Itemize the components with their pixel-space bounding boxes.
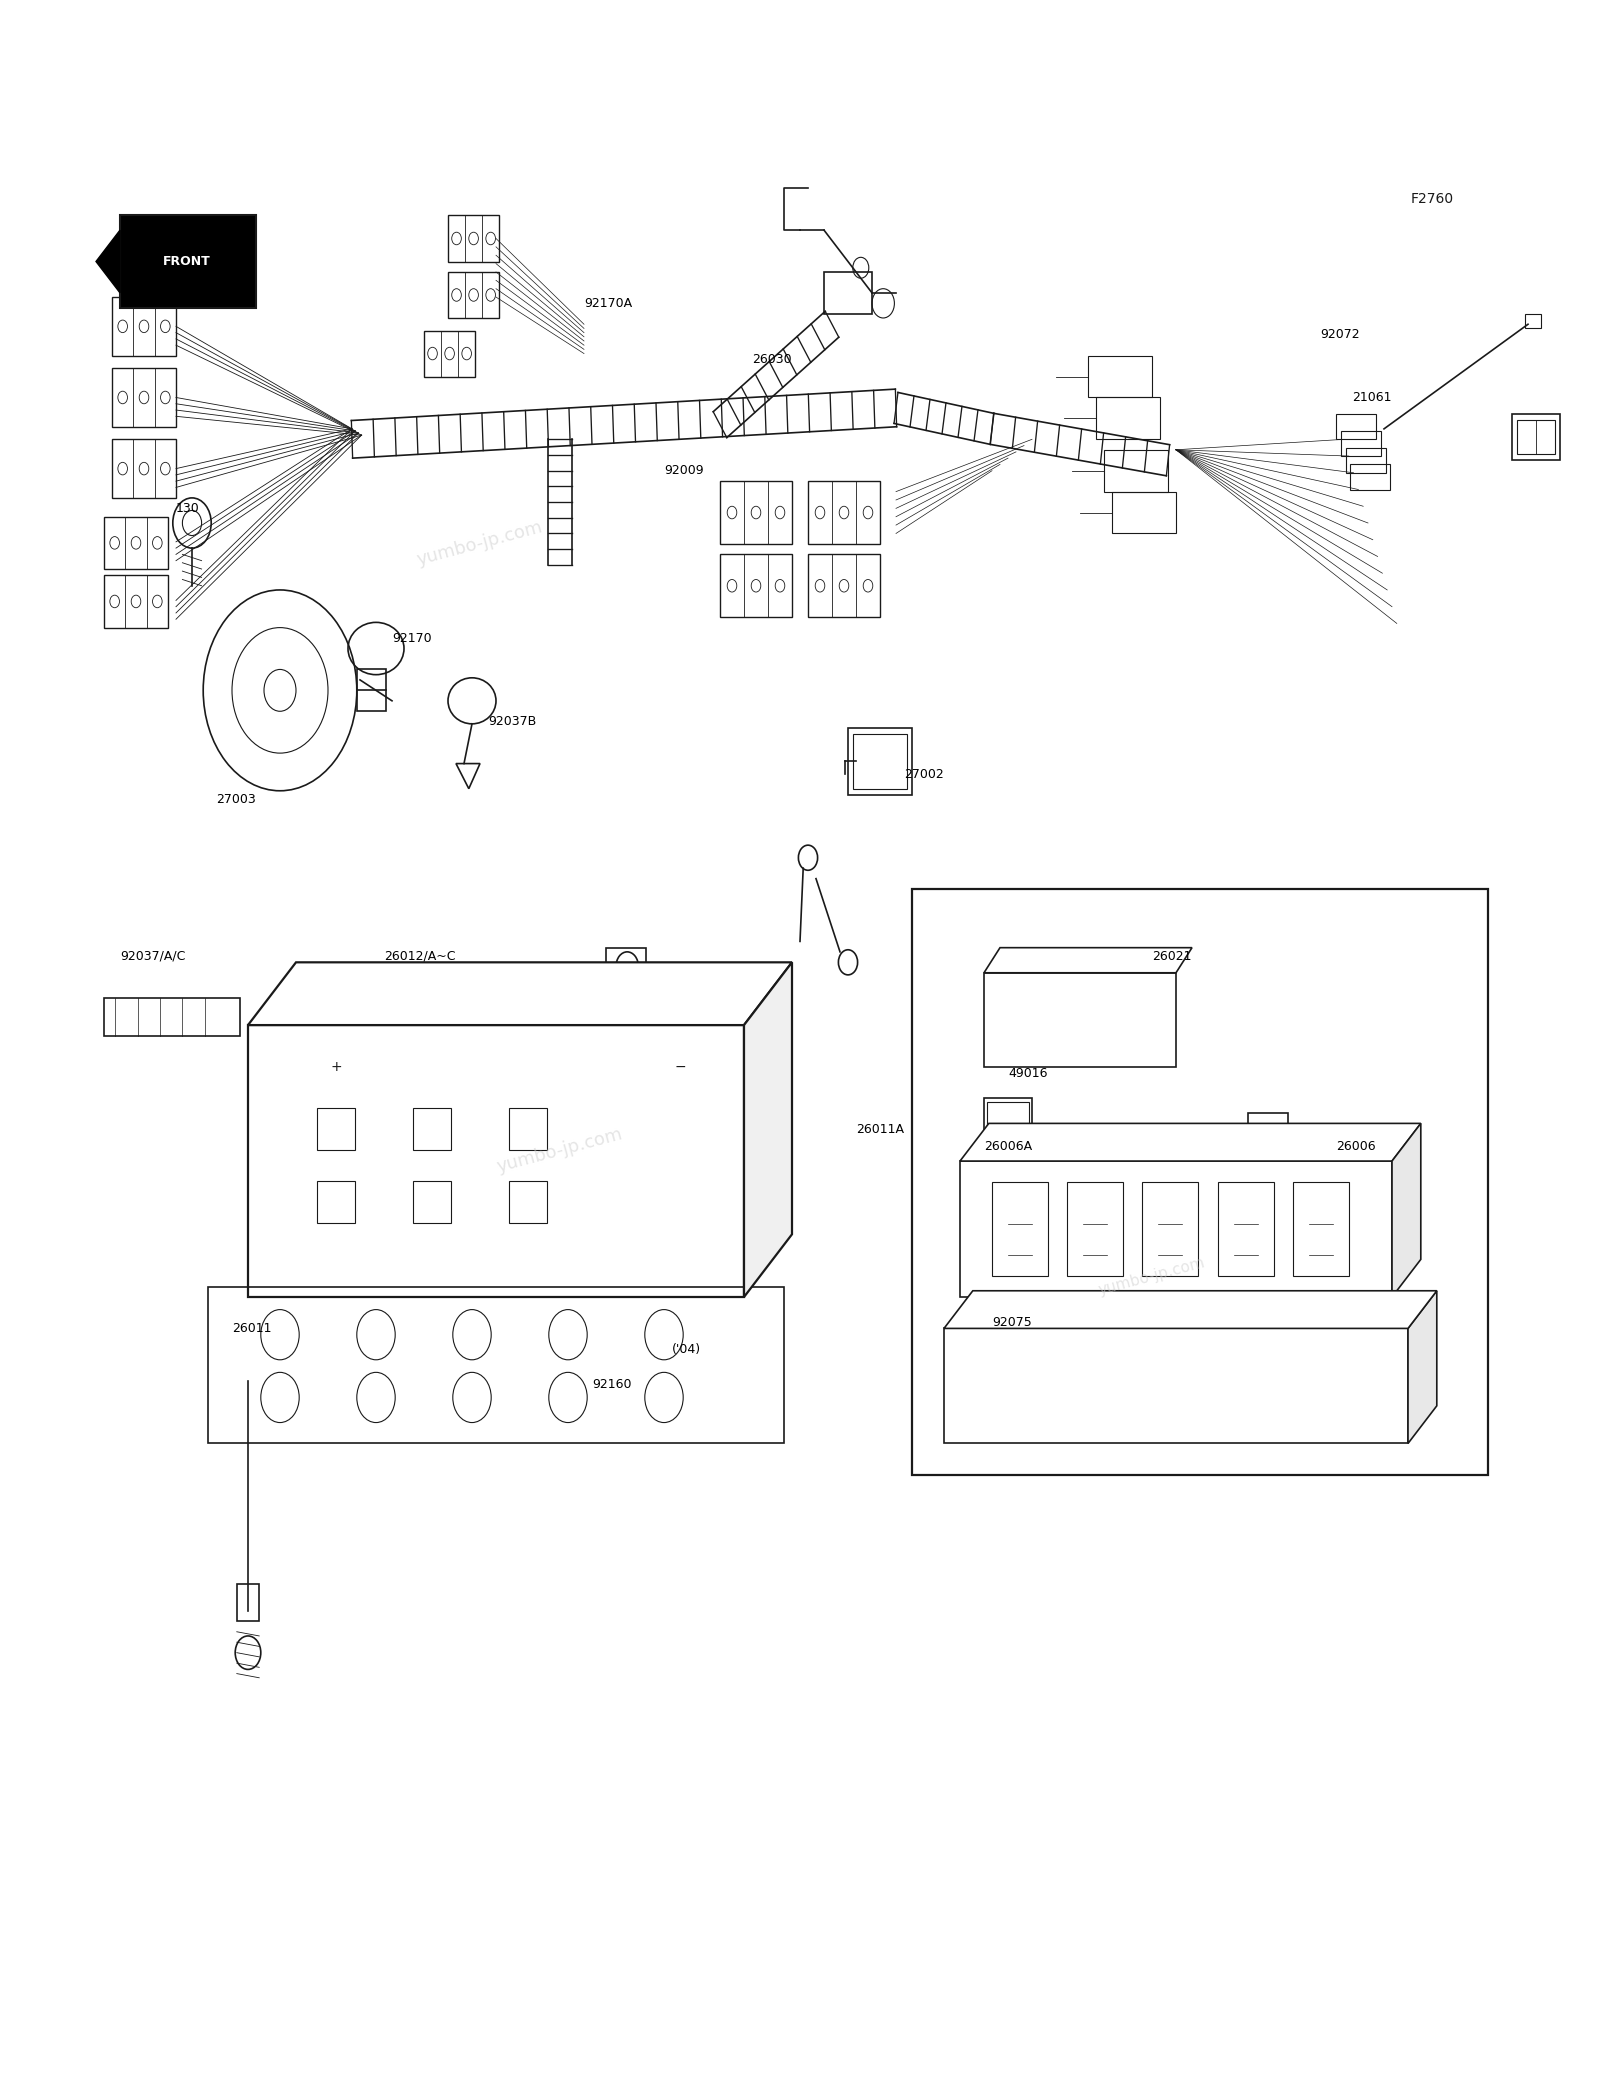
Bar xyxy=(509,1109,547,1151)
Bar xyxy=(413,1109,451,1151)
Bar xyxy=(509,1180,547,1222)
Bar xyxy=(448,215,499,262)
Text: +: + xyxy=(330,1061,342,1073)
Bar xyxy=(824,272,872,314)
FancyBboxPatch shape xyxy=(120,215,256,308)
Bar xyxy=(413,1180,451,1222)
Bar xyxy=(912,889,1488,1475)
Bar xyxy=(448,272,499,318)
Text: 92170: 92170 xyxy=(392,632,432,644)
Polygon shape xyxy=(960,1123,1421,1161)
Bar xyxy=(248,1025,744,1297)
Text: 92037B: 92037B xyxy=(488,715,536,728)
Bar xyxy=(720,554,792,617)
Polygon shape xyxy=(944,1291,1437,1328)
Text: F2760: F2760 xyxy=(1411,192,1453,205)
Bar xyxy=(237,1584,259,1621)
Text: FRONT: FRONT xyxy=(163,255,211,268)
Bar xyxy=(1346,448,1386,473)
Text: 92170A: 92170A xyxy=(584,297,632,310)
Bar xyxy=(992,1182,1048,1276)
Bar xyxy=(112,297,176,356)
Bar xyxy=(1067,1182,1123,1276)
Polygon shape xyxy=(984,948,1192,973)
Polygon shape xyxy=(744,962,792,1297)
Text: ('04): ('04) xyxy=(672,1343,701,1356)
Polygon shape xyxy=(96,230,120,293)
Bar xyxy=(1104,450,1168,492)
Bar xyxy=(357,669,386,711)
Polygon shape xyxy=(1408,1291,1437,1443)
Bar xyxy=(606,948,646,985)
Text: 92075: 92075 xyxy=(992,1316,1032,1328)
Text: 92009: 92009 xyxy=(664,464,704,477)
Bar xyxy=(808,481,880,544)
Text: yumbo-jp.com: yumbo-jp.com xyxy=(494,1125,626,1176)
Text: 49016: 49016 xyxy=(1008,1067,1048,1079)
Bar xyxy=(104,575,168,628)
Bar xyxy=(848,728,912,795)
Text: 21061: 21061 xyxy=(1352,391,1392,404)
Bar xyxy=(720,481,792,544)
Bar xyxy=(1525,314,1541,328)
Polygon shape xyxy=(1392,1123,1421,1297)
Text: 26006A: 26006A xyxy=(984,1140,1032,1153)
Bar xyxy=(424,331,475,377)
Text: 26030: 26030 xyxy=(752,354,792,366)
Bar xyxy=(1350,464,1390,490)
Text: 27002: 27002 xyxy=(904,768,944,780)
Text: yumbo-jp.com: yumbo-jp.com xyxy=(414,519,546,569)
Text: 26011A: 26011A xyxy=(856,1123,904,1136)
Bar xyxy=(960,1161,1392,1297)
Text: 26011: 26011 xyxy=(232,1322,272,1335)
Bar xyxy=(334,967,374,1004)
Text: 26021: 26021 xyxy=(1152,950,1192,962)
Bar xyxy=(112,439,176,498)
Bar xyxy=(1218,1182,1274,1276)
Bar xyxy=(1336,414,1376,439)
Bar xyxy=(1248,1113,1288,1151)
Bar xyxy=(1112,492,1176,533)
Bar xyxy=(1088,356,1152,397)
Bar xyxy=(808,554,880,617)
Text: 26012/A~C: 26012/A~C xyxy=(384,950,456,962)
Text: −: − xyxy=(674,1061,686,1073)
Text: 92072: 92072 xyxy=(1320,328,1360,341)
Bar xyxy=(1517,420,1555,454)
Bar xyxy=(987,1102,1029,1136)
Bar xyxy=(104,998,240,1036)
Text: yumbo-jp.com: yumbo-jp.com xyxy=(1098,1255,1206,1297)
Bar xyxy=(853,734,907,789)
Bar xyxy=(112,368,176,427)
Text: 130: 130 xyxy=(176,502,200,515)
Bar xyxy=(1512,414,1560,460)
Bar xyxy=(984,973,1176,1067)
Bar xyxy=(984,1098,1032,1140)
Bar xyxy=(944,1328,1408,1443)
Bar xyxy=(1142,1182,1198,1276)
Bar xyxy=(208,1287,784,1443)
Bar xyxy=(104,517,168,569)
Text: 26006: 26006 xyxy=(1336,1140,1376,1153)
Bar xyxy=(1341,431,1381,456)
Bar xyxy=(1096,397,1160,439)
Text: 92160: 92160 xyxy=(592,1379,632,1391)
Text: 92037/A/C: 92037/A/C xyxy=(120,950,186,962)
Bar xyxy=(1293,1182,1349,1276)
Bar xyxy=(317,1109,355,1151)
Bar xyxy=(317,1180,355,1222)
Text: 27003: 27003 xyxy=(216,793,256,805)
Polygon shape xyxy=(248,962,792,1025)
